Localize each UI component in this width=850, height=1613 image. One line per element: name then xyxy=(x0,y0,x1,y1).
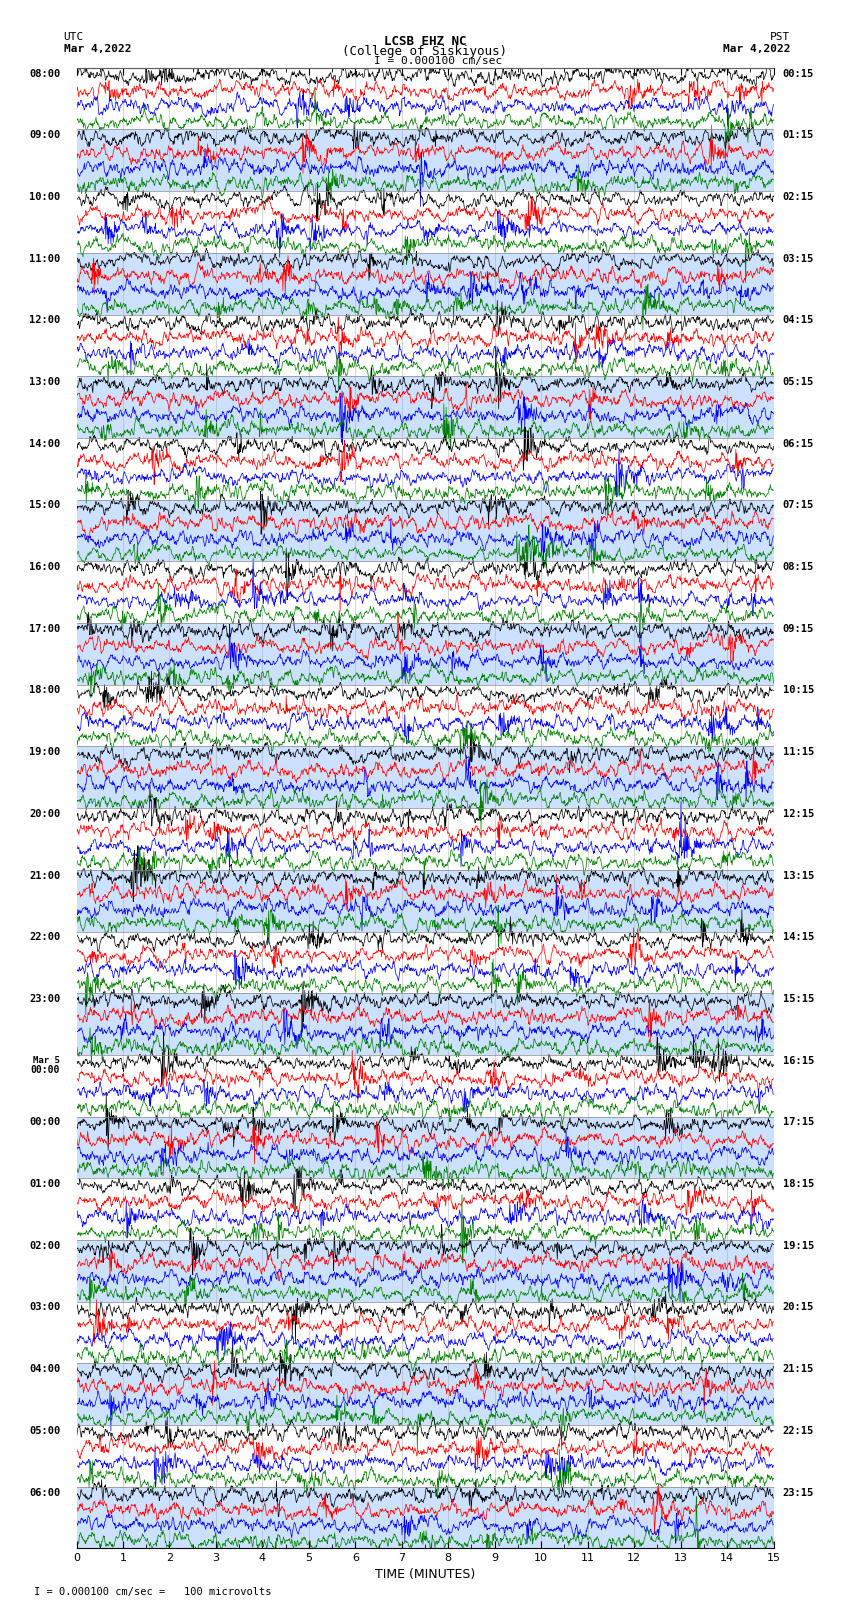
Text: 04:15: 04:15 xyxy=(783,315,814,326)
Bar xyxy=(76,684,774,747)
Text: 21:15: 21:15 xyxy=(783,1365,814,1374)
Text: 22:15: 22:15 xyxy=(783,1426,814,1436)
Bar xyxy=(76,1363,774,1426)
Bar xyxy=(76,561,774,623)
Text: 09:15: 09:15 xyxy=(783,624,814,634)
Text: 18:00: 18:00 xyxy=(29,686,60,695)
Text: 08:15: 08:15 xyxy=(783,561,814,573)
Text: 14:00: 14:00 xyxy=(29,439,60,448)
Bar xyxy=(76,1302,774,1363)
Text: 11:15: 11:15 xyxy=(783,747,814,756)
Bar xyxy=(76,500,774,561)
Text: 02:15: 02:15 xyxy=(783,192,814,202)
Text: 15:15: 15:15 xyxy=(783,994,814,1003)
Text: 00:00: 00:00 xyxy=(31,1065,60,1074)
Bar xyxy=(76,808,774,869)
Text: 12:15: 12:15 xyxy=(783,808,814,819)
Bar xyxy=(76,1426,774,1487)
Text: 21:00: 21:00 xyxy=(29,871,60,881)
Bar xyxy=(76,869,774,931)
Bar xyxy=(76,68,774,129)
Text: 02:00: 02:00 xyxy=(29,1240,60,1250)
Text: 20:15: 20:15 xyxy=(783,1302,814,1313)
Text: 01:00: 01:00 xyxy=(29,1179,60,1189)
Text: I = 0.000100 cm/sec =   100 microvolts: I = 0.000100 cm/sec = 100 microvolts xyxy=(34,1587,271,1597)
Text: 07:15: 07:15 xyxy=(783,500,814,510)
Bar xyxy=(76,439,774,500)
Bar xyxy=(76,1055,774,1116)
Bar xyxy=(76,376,774,439)
Text: 19:00: 19:00 xyxy=(29,747,60,756)
Text: 03:15: 03:15 xyxy=(783,253,814,263)
Text: 19:15: 19:15 xyxy=(783,1240,814,1250)
Text: 06:15: 06:15 xyxy=(783,439,814,448)
Text: Mar 5: Mar 5 xyxy=(33,1055,60,1065)
Text: 17:00: 17:00 xyxy=(29,624,60,634)
Text: 01:15: 01:15 xyxy=(783,131,814,140)
Bar xyxy=(76,931,774,994)
Text: Mar 4,2022: Mar 4,2022 xyxy=(64,44,131,53)
Bar xyxy=(76,747,774,808)
Text: 11:00: 11:00 xyxy=(29,253,60,263)
Text: LCSB EHZ NC: LCSB EHZ NC xyxy=(383,35,467,48)
Text: Mar 4,2022: Mar 4,2022 xyxy=(723,44,791,53)
Text: 14:15: 14:15 xyxy=(783,932,814,942)
Text: (College of Siskiyous): (College of Siskiyous) xyxy=(343,45,507,58)
Text: 10:00: 10:00 xyxy=(29,192,60,202)
Text: I = 0.000100 cm/sec: I = 0.000100 cm/sec xyxy=(374,56,502,66)
Text: 00:15: 00:15 xyxy=(783,68,814,79)
Text: UTC: UTC xyxy=(64,32,84,42)
Text: 22:00: 22:00 xyxy=(29,932,60,942)
Bar xyxy=(76,994,774,1055)
Text: 10:15: 10:15 xyxy=(783,686,814,695)
Bar xyxy=(76,1177,774,1240)
Text: 16:15: 16:15 xyxy=(783,1055,814,1066)
Text: 18:15: 18:15 xyxy=(783,1179,814,1189)
Text: 15:00: 15:00 xyxy=(29,500,60,510)
Text: 20:00: 20:00 xyxy=(29,808,60,819)
X-axis label: TIME (MINUTES): TIME (MINUTES) xyxy=(375,1568,475,1581)
Text: PST: PST xyxy=(770,32,790,42)
Text: 17:15: 17:15 xyxy=(783,1118,814,1127)
Text: 13:00: 13:00 xyxy=(29,377,60,387)
Text: 23:00: 23:00 xyxy=(29,994,60,1003)
Text: 03:00: 03:00 xyxy=(29,1302,60,1313)
Text: 00:00: 00:00 xyxy=(29,1118,60,1127)
Bar xyxy=(76,192,774,253)
Bar xyxy=(76,623,774,684)
Text: 05:00: 05:00 xyxy=(29,1426,60,1436)
Bar xyxy=(76,1116,774,1177)
Bar xyxy=(76,1487,774,1548)
Text: 12:00: 12:00 xyxy=(29,315,60,326)
Bar xyxy=(76,129,774,192)
Text: 09:00: 09:00 xyxy=(29,131,60,140)
Text: 04:00: 04:00 xyxy=(29,1365,60,1374)
Bar xyxy=(76,1240,774,1302)
Text: 05:15: 05:15 xyxy=(783,377,814,387)
Text: 06:00: 06:00 xyxy=(29,1487,60,1497)
Bar xyxy=(76,315,774,376)
Text: 16:00: 16:00 xyxy=(29,561,60,573)
Text: 23:15: 23:15 xyxy=(783,1487,814,1497)
Bar xyxy=(76,253,774,315)
Text: 13:15: 13:15 xyxy=(783,871,814,881)
Text: 08:00: 08:00 xyxy=(29,68,60,79)
